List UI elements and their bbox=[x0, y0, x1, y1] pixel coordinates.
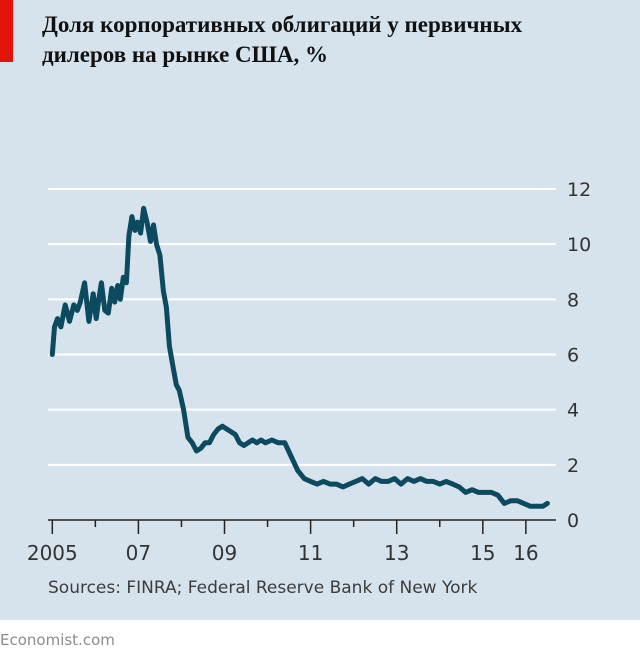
footer-brand: Economist.com bbox=[0, 631, 115, 649]
x-tick-labels: 2005 07 09 11 13 15 16 bbox=[27, 541, 539, 565]
y-tick-label: 0 bbox=[567, 510, 579, 532]
y-tick-label: 4 bbox=[567, 400, 579, 422]
source-note: Sources: FINRA; Federal Reserve Bank of … bbox=[48, 578, 478, 598]
x-tick-label: 2005 bbox=[27, 541, 78, 565]
y-tick-labels: 0 2 4 6 8 10 12 bbox=[567, 179, 591, 532]
series-layer bbox=[49, 205, 550, 509]
y-tick-label: 6 bbox=[567, 345, 579, 367]
x-tick-label: 13 bbox=[384, 541, 409, 565]
chart-title: Доля корпоративных облигаций у первичных… bbox=[42, 12, 523, 67]
y-tick-label: 10 bbox=[567, 234, 591, 256]
y-tick-label: 8 bbox=[567, 289, 579, 311]
x-tick-label: 16 bbox=[513, 541, 538, 565]
brand-red-flag bbox=[0, 0, 13, 62]
series-line bbox=[49, 205, 550, 509]
line-chart: 0 2 4 6 8 10 12 2005 07 09 11 13 15 16 bbox=[27, 179, 591, 565]
x-tick-label: 09 bbox=[212, 541, 237, 565]
y-tick-label: 12 bbox=[567, 179, 591, 201]
x-axis bbox=[48, 519, 556, 534]
gridlines bbox=[48, 188, 556, 466]
x-tick-label: 07 bbox=[126, 541, 151, 565]
y-tick-label: 2 bbox=[567, 455, 579, 477]
x-tick-label: 15 bbox=[470, 541, 495, 565]
x-tick-label: 11 bbox=[298, 541, 323, 565]
